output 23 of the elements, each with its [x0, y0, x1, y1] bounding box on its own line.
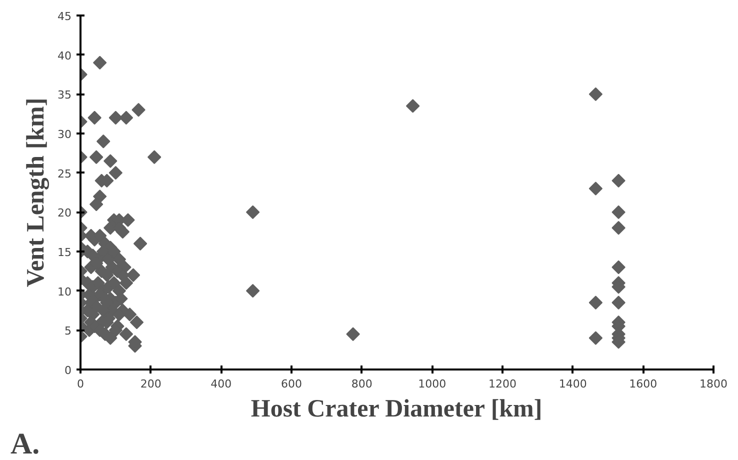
y-tick-label: 15 [58, 246, 72, 259]
x-tick-label: 800 [351, 378, 372, 390]
text: A. [10, 428, 40, 460]
y-tick-label: 25 [58, 167, 72, 180]
x-tick-label: 400 [210, 378, 232, 390]
y-tick-label: 45 [58, 10, 72, 23]
x-tick-label: 1200 [488, 378, 517, 390]
y-tick-label: 5 [64, 324, 72, 338]
y-tick-label: 10 [58, 285, 72, 298]
x-tick-label: 200 [140, 378, 162, 390]
y-tick-label: 30 [58, 128, 72, 141]
x-tick-label: 600 [281, 378, 302, 390]
x-tick-label: 0 [77, 378, 84, 390]
x-tick-label: 1000 [418, 378, 446, 390]
y-tick-label: 40 [58, 49, 72, 62]
x-tick-label: 1400 [558, 378, 587, 390]
x-axis-title: Host Crater Diameter [km] [250, 396, 542, 422]
x-tick-label: 1600 [629, 378, 658, 390]
y-tick-label: 35 [58, 88, 72, 102]
y-tick-label: 20 [58, 206, 72, 220]
y-axis-title: Vent Length [km] [22, 98, 50, 288]
x-tick-label: 1800 [700, 378, 728, 390]
y-tick-label: 0 [64, 364, 72, 377]
